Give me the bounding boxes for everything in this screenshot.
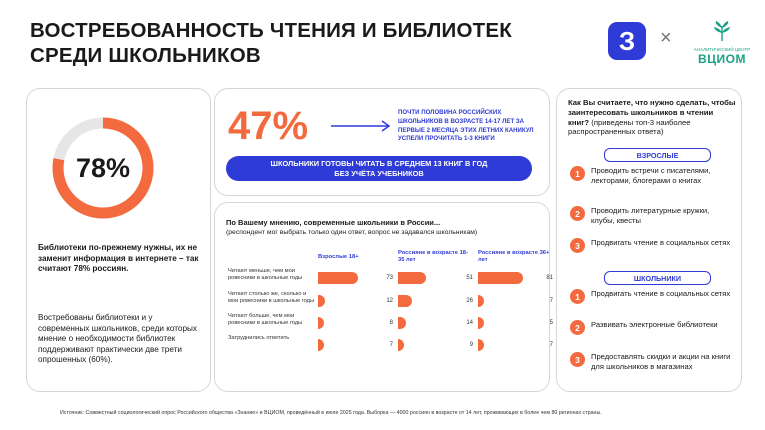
reading-pill-line1: ШКОЛЬНИКИ ГОТОВЫ ЧИТАТЬ В СРЕДНЕМ 13 КНИ…: [270, 159, 488, 168]
page-title: ВОСТРЕБОВАННОСТЬ ЧТЕНИЯ И БИБЛИОТЕК СРЕД…: [30, 18, 550, 68]
category-label-1: Читают меньше, чем мои ровесники в школь…: [228, 268, 303, 281]
znanie-logo: З: [608, 22, 646, 60]
bar-value-s3-c2: 7: [549, 298, 553, 304]
series-header-2: Россияне в возрасте 18-35 лет: [398, 250, 468, 263]
bar-value-s1-c2: 12: [386, 298, 393, 304]
adults-section-label: ВЗРОСЛЫЕ: [604, 148, 711, 162]
donut-arc: [52, 117, 154, 219]
pupils-item-1-number: 1: [570, 289, 585, 304]
reading-pill: ШКОЛЬНИКИ ГОТОВЫ ЧИТАТЬ В СРЕДНЕМ 13 КНИ…: [226, 156, 532, 181]
pupils-item-2-number: 2: [570, 320, 585, 335]
measures-card: [556, 88, 742, 392]
survey-question: По Вашему мнению, современные школьники …: [226, 218, 544, 238]
adults-item-2-number: 2: [570, 206, 585, 221]
bar-s1-c1: [318, 272, 359, 284]
adults-item-2: Проводить литературные кружки, клубы, кв…: [591, 206, 710, 225]
adults-item-1: Проводить встречи с писателями, лекторам…: [591, 166, 711, 185]
bar-value-s2-c4: 9: [469, 342, 473, 348]
survey-subnote: (респондент мог выбрать только один отве…: [226, 229, 478, 236]
bar-s1-c4: [318, 339, 324, 351]
bar-s3-c1: [478, 272, 523, 284]
bar-value-s1-c1: 73: [386, 275, 393, 281]
pupils-item-1: Продвигать чтение в социальных сетях: [591, 289, 731, 298]
category-label-2: Читают столько же, сколько и мои ровесни…: [228, 291, 315, 304]
libraries-card: [26, 88, 211, 392]
series-header-1: Взрослые 18+: [318, 254, 359, 260]
bar-value-s2-c1: 51: [466, 275, 473, 281]
adults-item-3: Продвигать чтение в социальных сетях: [591, 238, 731, 247]
bar-s3-c3: [478, 317, 484, 329]
bar-value-s2-c2: 26: [466, 298, 473, 304]
vciom-subtitle: АНАЛИТИЧЕСКИЙ ЦЕНТР: [693, 47, 751, 52]
donut-value: 78%: [75, 152, 131, 183]
adults-item-1-number: 1: [570, 166, 585, 181]
vciom-logo: АНАЛИТИЧЕСКИЙ ЦЕНТР ВЦИОМ: [692, 20, 752, 66]
bar-value-s1-c3: 8: [389, 320, 393, 326]
libraries-text-main: Библиотеки по-прежнему нужны, их не заме…: [38, 243, 199, 273]
vciom-name: ВЦИОМ: [698, 52, 746, 66]
bar-s1-c2: [318, 295, 325, 307]
page-title-line2: СРЕДИ ШКОЛЬНИКОВ: [30, 44, 261, 67]
measures-subnote: (приведены топ-3 наиболее распространенн…: [568, 117, 691, 137]
bar-s2-c2: [398, 295, 413, 307]
page-title-line1: ВОСТРЕБОВАННОСТЬ ЧТЕНИЯ И БИБЛИОТЕК: [30, 19, 512, 42]
znanie-logo-letter: З: [618, 25, 636, 56]
bar-value-s3-c3: 5: [549, 320, 553, 326]
bar-s3-c4: [478, 339, 484, 351]
measures-question: Как Вы считаете, что нужно сделать, чтоб…: [568, 98, 736, 137]
bar-value-s2-c3: 14: [466, 320, 473, 326]
measures-question-text: Как Вы считаете, что нужно сделать, чтоб…: [568, 98, 736, 127]
pupils-item-2: Развивать электронные библиотеки: [591, 320, 718, 329]
adults-item-3-number: 3: [570, 238, 585, 253]
source-note: Источник: Совместный социологический опр…: [60, 410, 602, 416]
category-label-3: Читают больше, чем мои ровесники в школь…: [228, 313, 303, 326]
category-label-4: Затруднились ответить: [228, 335, 290, 341]
reading-big-value: 47%: [228, 104, 309, 148]
pupils-item-3-number: 3: [570, 352, 585, 367]
reading-note: почти половина российских школьников в в…: [398, 109, 534, 143]
survey-card: [214, 202, 550, 392]
vciom-leaf-icon: [714, 21, 730, 42]
bar-s3-c2: [478, 295, 484, 307]
reading-pill-line2: БЕЗ УЧЁТА УЧЕБНИКОВ: [334, 168, 424, 178]
bar-s2-c3: [398, 317, 406, 329]
bar-s2-c1: [398, 272, 427, 284]
bar-s1-c3: [318, 317, 324, 329]
bar-s2-c4: [398, 339, 404, 351]
pupils-section-label: ШКОЛЬНИКИ: [604, 271, 711, 285]
arrow-right-icon: [331, 120, 391, 132]
bar-value-s1-c4: 7: [389, 342, 393, 348]
pupils-item-3: Предоставлять скидки и акции на книги дл…: [591, 352, 731, 371]
bar-value-s3-c4: 7: [549, 342, 553, 348]
bar-value-s3-c1: 81: [546, 275, 553, 281]
cross-icon: ×: [660, 27, 672, 49]
survey-question-text: По Вашему мнению, современные школьники …: [226, 218, 441, 227]
series-header-3: Россияне в возрасте 36+ лет: [478, 250, 550, 263]
libraries-donut: [52, 117, 154, 219]
libraries-text-secondary: Востребованы библиотеки и у современных …: [38, 313, 197, 364]
